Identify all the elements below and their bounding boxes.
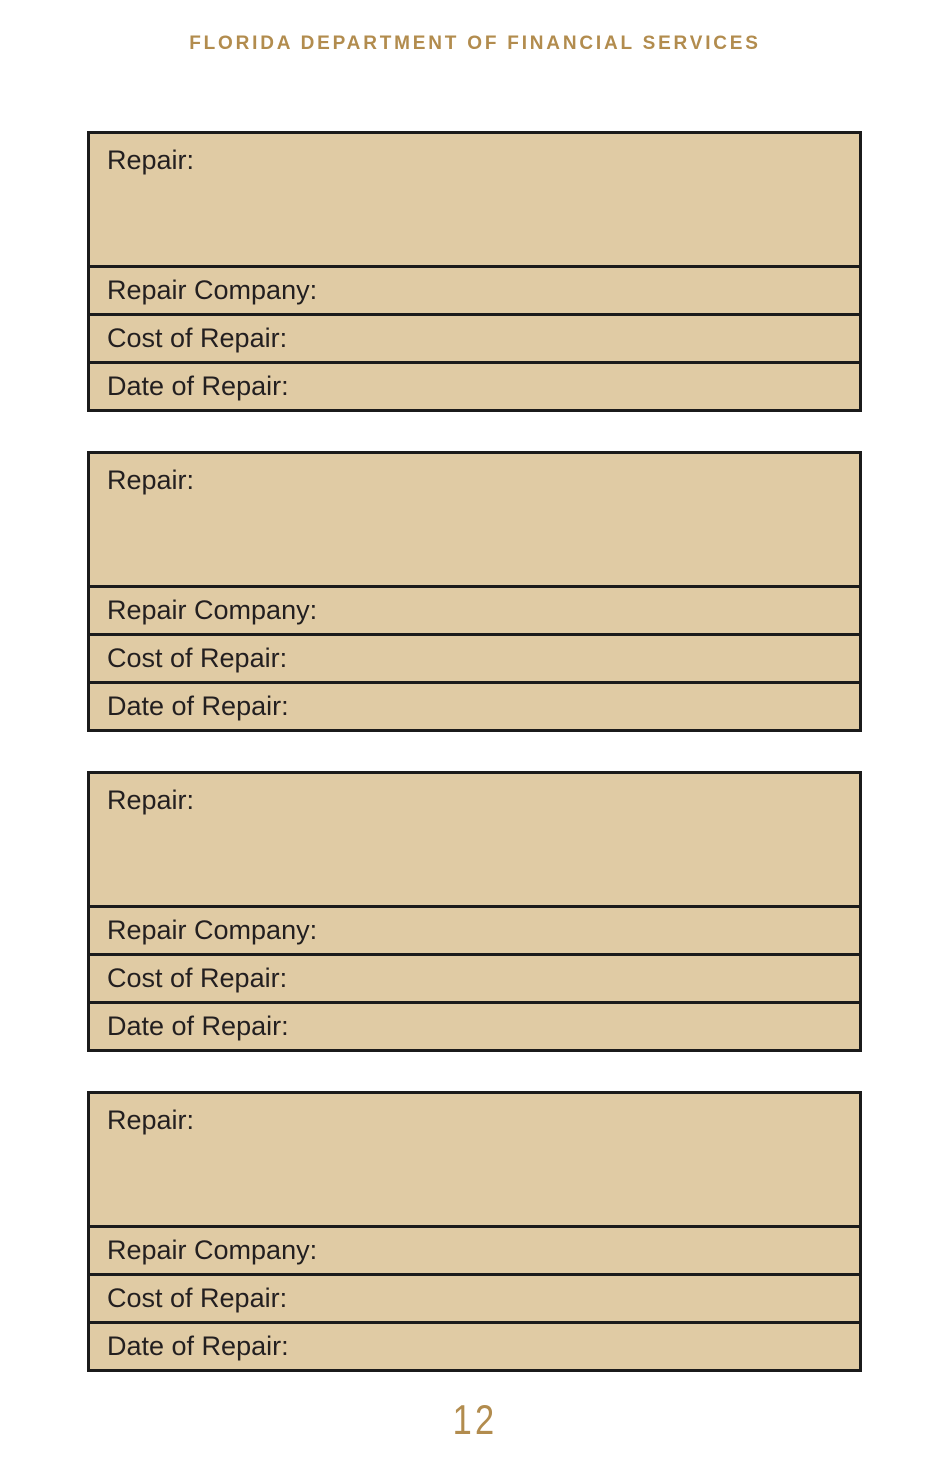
repair-company-label: Repair Company: (107, 595, 318, 625)
cost-of-repair-label: Cost of Repair: (107, 1283, 288, 1313)
date-of-repair-field-row: Date of Repair: (90, 1321, 859, 1369)
repair-value-area[interactable] (204, 145, 847, 172)
cost-of-repair-value-area[interactable] (297, 325, 847, 352)
repair-company-field-row: Repair Company: (90, 265, 859, 313)
repair-value-area[interactable] (204, 1105, 847, 1132)
repair-label: Repair: (107, 145, 195, 175)
repair-company-field-row: Repair Company: (90, 905, 859, 953)
cost-of-repair-value-area[interactable] (297, 965, 847, 992)
repair-record-block: Repair: Repair Company: Cost of Repair: … (87, 131, 862, 412)
date-of-repair-value-area[interactable] (299, 693, 847, 720)
page-number: 12 (452, 1396, 498, 1443)
repair-company-field-row: Repair Company: (90, 1225, 859, 1273)
repair-company-value-area[interactable] (327, 1237, 847, 1264)
repair-record-block: Repair: Repair Company: Cost of Repair: … (87, 771, 862, 1052)
date-of-repair-label: Date of Repair: (107, 691, 289, 721)
date-of-repair-label: Date of Repair: (107, 371, 289, 401)
repair-value-area[interactable] (204, 785, 847, 812)
date-of-repair-field-row: Date of Repair: (90, 681, 859, 729)
cost-of-repair-label: Cost of Repair: (107, 963, 288, 993)
cost-of-repair-field-row: Cost of Repair: (90, 313, 859, 361)
date-of-repair-label: Date of Repair: (107, 1011, 289, 1041)
cost-of-repair-label: Cost of Repair: (107, 323, 288, 353)
cost-of-repair-value-area[interactable] (297, 645, 847, 672)
repair-field-row: Repair: (90, 134, 859, 265)
repair-company-value-area[interactable] (327, 597, 847, 624)
repair-company-label: Repair Company: (107, 275, 318, 305)
repair-company-value-area[interactable] (327, 917, 847, 944)
date-of-repair-field-row: Date of Repair: (90, 361, 859, 409)
repair-label: Repair: (107, 1105, 195, 1135)
repair-label: Repair: (107, 785, 195, 815)
repair-record-block: Repair: Repair Company: Cost of Repair: … (87, 1091, 862, 1372)
date-of-repair-field-row: Date of Repair: (90, 1001, 859, 1049)
cost-of-repair-label: Cost of Repair: (107, 643, 288, 673)
page-title: FLORIDA DEPARTMENT OF FINANCIAL SERVICES (189, 33, 761, 54)
cost-of-repair-value-area[interactable] (297, 1285, 847, 1312)
cost-of-repair-field-row: Cost of Repair: (90, 633, 859, 681)
repair-field-row: Repair: (90, 774, 859, 905)
repair-record-block: Repair: Repair Company: Cost of Repair: … (87, 451, 862, 732)
repair-company-label: Repair Company: (107, 1235, 318, 1265)
repair-field-row: Repair: (90, 454, 859, 585)
cost-of-repair-field-row: Cost of Repair: (90, 1273, 859, 1321)
repair-label: Repair: (107, 465, 195, 495)
cost-of-repair-field-row: Cost of Repair: (90, 953, 859, 1001)
date-of-repair-value-area[interactable] (299, 373, 847, 400)
repair-field-row: Repair: (90, 1094, 859, 1225)
date-of-repair-value-area[interactable] (299, 1333, 847, 1360)
blocks-container: Repair: Repair Company: Cost of Repair: … (87, 131, 862, 1411)
date-of-repair-label: Date of Repair: (107, 1331, 289, 1361)
repair-value-area[interactable] (204, 465, 847, 492)
repair-company-field-row: Repair Company: (90, 585, 859, 633)
repair-company-value-area[interactable] (327, 277, 847, 304)
date-of-repair-value-area[interactable] (299, 1013, 847, 1040)
repair-company-label: Repair Company: (107, 915, 318, 945)
